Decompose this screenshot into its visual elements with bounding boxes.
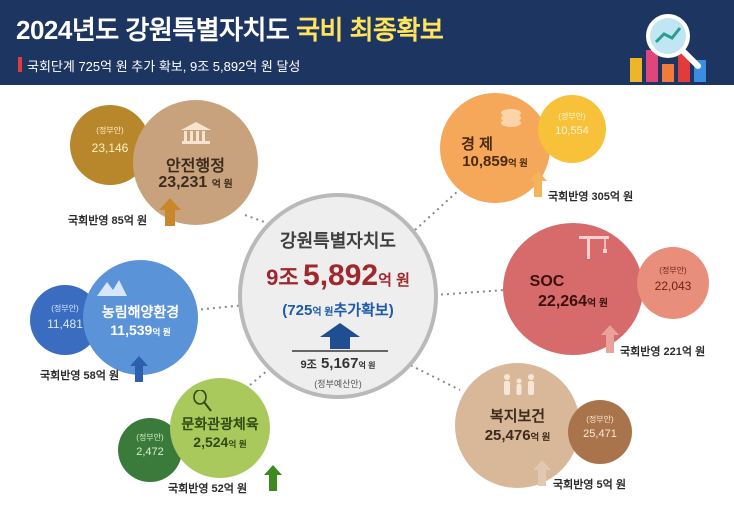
sector-welfare-gov-circle: (정부안) 25,471	[568, 400, 632, 464]
agri-final: 11,539억 원	[83, 322, 198, 338]
econ-gov-value: 10,554	[555, 125, 589, 137]
culture-national-added: 국회반영 52억 원	[168, 483, 248, 495]
family-icon	[504, 374, 534, 395]
gov-jo: 9조	[300, 359, 317, 371]
center-gov: 9조 5,167억 원	[242, 355, 434, 372]
culture-gov-value: 2,472	[136, 446, 164, 458]
econ-final-value: 10,859	[462, 153, 509, 170]
admin-final-value: 23,231	[158, 174, 208, 191]
econ-gov-tag: (정부안)	[558, 112, 586, 121]
gov-unit: 억 원	[358, 361, 376, 370]
welfare-up-arrow-icon	[533, 460, 551, 486]
agri-unit: 억 원	[152, 327, 171, 337]
welfare-national-added: 국회반영 5억 원	[553, 479, 626, 491]
culture-gov-tag: (정부안)	[136, 433, 164, 442]
soc-gov-value: 22,043	[654, 279, 692, 293]
culture-final-value: 2,524	[193, 434, 229, 450]
econ-unit: 억 원	[508, 158, 528, 168]
welfare-gov-value: 25,471	[583, 428, 617, 440]
sector-welfare-circle: 복지보건 25,476억 원	[455, 363, 580, 488]
culture-final: 2,524억 원	[170, 434, 270, 450]
welfare-name: 복지보건	[489, 408, 546, 425]
econ-name: 경 제	[461, 136, 493, 153]
center-total: 9조 5,892억 원	[242, 259, 434, 293]
soc-gov-tag: (정부안)	[659, 266, 687, 275]
header-banner: 2024년도 강원특별자치도 국비 최종확보 국회단계 725억 원 추가 확보…	[0, 0, 734, 85]
center-org-name: 강원특별자치도	[280, 231, 396, 251]
culture-up-arrow-icon	[264, 465, 282, 491]
soc-national-added: 국회반영 221억 원	[620, 346, 706, 358]
admin-gov-tag: (정부안)	[96, 126, 124, 135]
tennis-racket-icon	[193, 390, 212, 412]
title-main: 2024년도 강원특별자치도	[16, 15, 297, 45]
admin-gov-value: 23,146	[91, 141, 129, 155]
total-num: 5,892	[303, 259, 379, 292]
welfare-unit: 억 원	[530, 432, 551, 442]
total-jo: 9조	[266, 265, 299, 290]
econ-up-arrow-icon	[529, 171, 547, 197]
soc-final-value: 22,264	[538, 293, 587, 310]
added-label: 추가확보)	[333, 302, 394, 319]
culture-name: 문화관광체육	[181, 416, 259, 432]
added-unit: 억 원	[312, 307, 334, 318]
chart-magnifier-icon	[630, 14, 706, 82]
coins-icon	[501, 109, 521, 127]
subtitle-marker	[18, 57, 22, 72]
culture-unit: 억 원	[228, 439, 247, 449]
center-gov-label: (정부예산안)	[314, 379, 362, 389]
econ-final: 10,859억 원	[440, 153, 550, 170]
center-divider	[292, 350, 388, 352]
sector-soc-gov-circle: (정부안) 22,043	[637, 247, 709, 319]
center-total-circle: 강원특별자치도 9조 5,892억 원 (725억 원추가확보) 9조 5,16…	[238, 193, 438, 399]
welfare-final: 25,476억 원	[455, 427, 580, 444]
agri-name: 농림해양환경	[101, 304, 180, 320]
soc-unit: 억 원	[586, 298, 608, 309]
admin-up-arrow-icon	[159, 198, 181, 226]
agri-gov-value: 11,481	[47, 317, 83, 331]
page-subtitle: 국회단계 725억 원 추가 확보, 9조 5,892억 원 달성	[27, 59, 301, 74]
total-unit: 억 원	[378, 272, 410, 289]
agri-national-added: 국회반영 58억 원	[40, 370, 120, 382]
crane-icon	[579, 236, 609, 259]
admin-national-added: 국회반영 85억 원	[68, 215, 148, 227]
agri-gov-tag: (정부안)	[51, 304, 79, 313]
welfare-final-value: 25,476	[484, 427, 531, 444]
sector-agri-circle: 농림해양환경 11,539억 원	[83, 260, 198, 375]
title-highlight: 국비 최종확보	[296, 15, 444, 45]
soc-final: 22,264억 원	[503, 293, 643, 311]
page-title: 2024년도 강원특별자치도 국비 최종확보	[16, 10, 444, 47]
building-icon	[181, 122, 211, 144]
soc-name: SOC	[529, 273, 565, 290]
admin-final: 23,231 억 원	[133, 174, 258, 192]
econ-national-added: 국회반영 305억 원	[548, 191, 634, 203]
admin-unit: 억 원	[211, 179, 233, 190]
sector-culture-circle: 문화관광체육 2,524억 원	[170, 378, 270, 478]
sector-econ-circle: 경 제 10,859억 원	[440, 93, 550, 203]
center-up-arrow-icon	[320, 323, 360, 349]
sector-admin-circle: 안전행정 23,231 억 원	[133, 100, 258, 225]
center-added: (725억 원추가확보)	[242, 299, 434, 320]
added-num: (725	[282, 302, 313, 319]
gov-num: 5,167	[320, 355, 359, 372]
agri-up-arrow-icon	[130, 356, 148, 382]
sector-econ-gov-circle: (정부안) 10,554	[538, 95, 606, 163]
agri-final-value: 11,539	[110, 322, 153, 338]
admin-name: 안전행정	[166, 158, 225, 175]
mountain-icon	[97, 280, 127, 296]
welfare-gov-tag: (정부안)	[586, 415, 614, 424]
soc-up-arrow-icon	[601, 325, 619, 353]
sector-soc-circle: SOC 22,264억 원	[503, 223, 643, 355]
